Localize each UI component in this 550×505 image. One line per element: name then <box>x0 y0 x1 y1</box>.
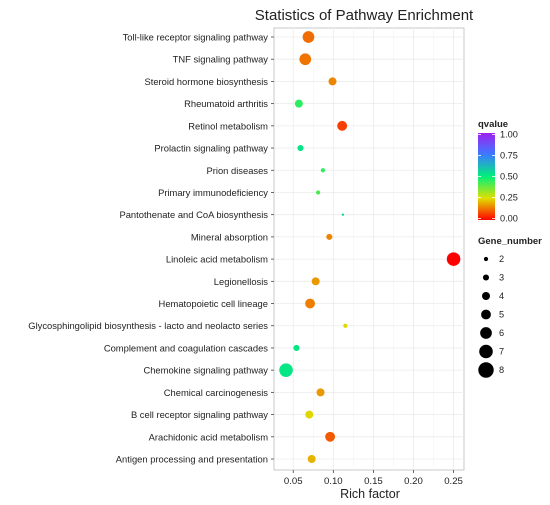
y-tick-label: Legionellosis <box>214 276 269 287</box>
y-tick-label: B cell receptor signaling pathway <box>131 409 268 420</box>
size-legend-label: 6 <box>499 328 504 338</box>
data-point <box>320 168 326 173</box>
x-tick-label: 0.15 <box>364 476 383 487</box>
y-tick-label: Glycosphingolipid biosynthesis - lacto a… <box>28 320 268 331</box>
plot-panel <box>273 27 465 471</box>
size-legend-label: 3 <box>499 273 504 283</box>
y-tick-label: Hematopoietic cell lineage <box>159 298 268 309</box>
y-tick-label: Steroid hormone biosynthesis <box>144 76 268 87</box>
x-tick-label: 0.10 <box>324 476 343 487</box>
grid-lines <box>274 28 464 470</box>
x-tick-label: 0.05 <box>284 476 303 487</box>
gene-number-legend-title: Gene_number <box>478 236 542 247</box>
size-legend-dot <box>478 362 494 378</box>
y-tick-label: Prolactin signaling pathway <box>154 143 268 154</box>
size-legend-dot <box>482 274 490 281</box>
size-legend-label: 4 <box>499 291 504 301</box>
data-point <box>299 53 312 66</box>
data-point <box>302 31 315 43</box>
chart-title: Statistics of Pathway Enrichment <box>255 7 474 24</box>
data-point <box>341 213 345 216</box>
data-point <box>297 144 304 152</box>
y-tick-label: Toll-like receptor signaling pathway <box>123 32 269 43</box>
data-points <box>279 31 461 463</box>
data-point <box>279 363 293 377</box>
colorbar-tick-label: 0.25 <box>500 193 518 203</box>
y-tick-label: Linoleic acid metabolism <box>166 254 268 265</box>
data-point <box>307 455 316 463</box>
data-point <box>316 388 325 397</box>
size-legend-label: 5 <box>499 310 504 320</box>
size-legend-dot <box>480 327 492 339</box>
y-tick-label: Rheumatoid arthritis <box>184 98 268 109</box>
data-point <box>326 233 333 240</box>
qvalue-legend: qvalue 1.00 0.75 0.50 0.25 0.00 <box>478 119 518 224</box>
y-tick-label: Antigen processing and presentation <box>116 454 268 465</box>
data-point <box>343 323 348 328</box>
size-legend-dot <box>481 309 491 320</box>
data-point <box>315 190 321 195</box>
data-point <box>305 298 315 309</box>
y-tick-label: Complement and coagulation cascades <box>104 342 268 353</box>
y-tick-label: Pantothenate and CoA biosynthesis <box>119 209 268 220</box>
x-tick-label: 0.25 <box>444 476 463 487</box>
data-point <box>305 410 314 419</box>
data-point <box>325 431 336 442</box>
y-tick-label: Chemical carcinogenesis <box>164 387 269 398</box>
y-tick-label: Arachidonic acid metabolism <box>149 431 269 442</box>
data-point <box>293 344 300 352</box>
colorbar-tick-label: 0.75 <box>500 151 518 161</box>
y-tick-label: Prion diseases <box>207 165 269 176</box>
data-point <box>328 77 337 86</box>
size-legend-label: 2 <box>499 254 504 264</box>
qvalue-colorbar <box>478 133 495 220</box>
x-axis-title: Rich factor <box>340 487 400 501</box>
size-legend-label: 8 <box>499 365 504 375</box>
size-legend-dot <box>482 292 490 300</box>
x-tick-label: 0.20 <box>404 476 423 487</box>
y-tick-label: Mineral absorption <box>191 231 268 242</box>
colorbar-tick-label: 1.00 <box>500 130 518 140</box>
data-point <box>446 252 461 266</box>
size-legend-dot <box>479 344 493 359</box>
y-tick-label: Primary immunodeficiency <box>158 187 268 198</box>
y-tick-label: TNF signaling pathway <box>173 54 269 65</box>
y-tick-label: Chemokine signaling pathway <box>143 365 268 376</box>
qvalue-legend-title: qvalue <box>478 119 508 130</box>
gene-number-legend-items: 2 3 4 5 6 7 8 <box>478 254 504 378</box>
gene-number-legend: Gene_number 2 3 4 5 6 7 8 <box>478 236 542 378</box>
data-point <box>337 120 348 131</box>
size-legend-label: 7 <box>499 347 504 357</box>
colorbar-tick-label: 0.00 <box>500 214 518 224</box>
y-tick-label: Retinol metabolism <box>188 120 268 131</box>
y-axis-labels: Toll-like receptor signaling pathway TNF … <box>28 32 274 465</box>
data-point <box>294 99 303 108</box>
size-legend-dot <box>483 256 489 262</box>
x-axis-ticks: 0.05 0.10 0.15 0.20 0.25 <box>284 470 463 487</box>
qvalue-legend-ticks: 1.00 0.75 0.50 0.25 0.00 <box>478 130 518 224</box>
data-point <box>311 277 320 286</box>
colorbar-tick-label: 0.50 <box>500 172 518 182</box>
